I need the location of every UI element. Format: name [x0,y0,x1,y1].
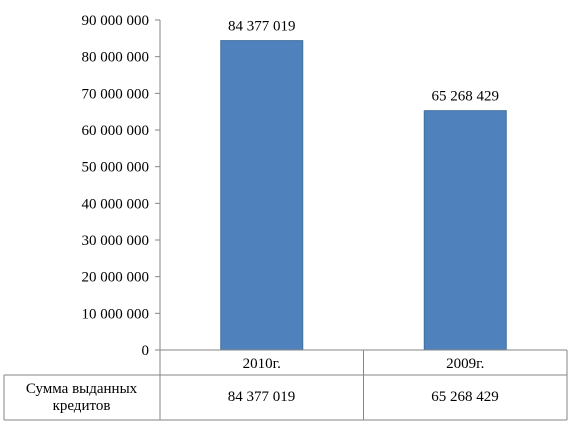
y-tick-label: 90 000 000 [82,13,150,29]
y-tick-label: 60 000 000 [82,123,150,139]
y-tick-label: 10 000 000 [82,306,150,322]
y-tick-label: 20 000 000 [82,270,150,286]
data-table-value-2009: 65 268 429 [431,389,499,405]
y-tick-label: 0 [142,343,150,359]
y-tick-label: 30 000 000 [82,233,150,249]
y-tick-label: 70 000 000 [82,86,150,102]
data-table-value-2010: 84 377 019 [227,389,296,405]
data-labels: 84 377 019 65 268 429 [228,19,499,105]
bars [220,40,507,351]
data-table-row-label: Сумма выданных кредитов [25,380,138,414]
data-table-grid [3,349,568,421]
y-tick-label: 80 000 000 [82,50,150,66]
data-label: 84 377 019 [228,19,296,35]
bar-2009г. [423,110,507,351]
y-tick-label: 50 000 000 [82,160,150,176]
x-axis: 2010г. 2009г. [243,356,485,372]
y-axis: 0 10 000 000 20 000 000 30 000 000 40 000 00… [82,13,161,359]
category-label: 2010г. [243,356,281,372]
bar-2010г. [220,40,304,351]
category-label: 2009г. [446,356,484,372]
y-tick-label: 40 000 000 [82,196,150,212]
data-label: 65 268 429 [432,89,500,105]
